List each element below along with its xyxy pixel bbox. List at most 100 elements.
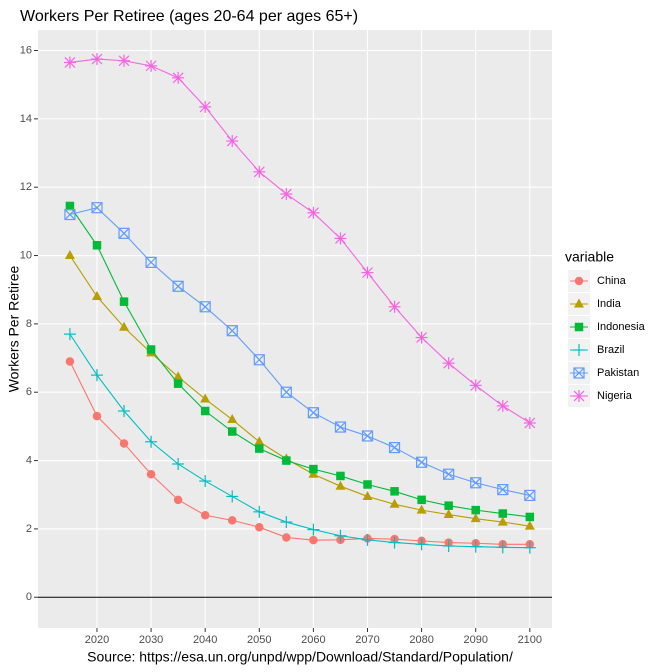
- marker-stroke: [64, 57, 76, 68]
- marker: [442, 357, 455, 370]
- x-tick-label: 2050: [247, 634, 271, 646]
- marker-shape: [388, 441, 401, 454]
- marker: [255, 444, 264, 453]
- marker: [498, 509, 508, 518]
- marker-shape: [307, 407, 319, 419]
- marker: [227, 414, 238, 424]
- marker-shape: [200, 510, 210, 520]
- marker: [90, 53, 103, 66]
- y-tick-label: 14: [20, 113, 32, 125]
- marker: [443, 509, 454, 519]
- marker-shape: [227, 414, 238, 424]
- marker: [334, 421, 347, 433]
- marker-shape: [525, 512, 535, 522]
- marker-shape: [309, 464, 318, 474]
- marker-shape: [416, 456, 428, 468]
- marker: [282, 456, 291, 465]
- marker-stroke: [524, 489, 536, 501]
- marker: [199, 100, 212, 113]
- marker: [469, 379, 482, 392]
- marker-shape: [92, 241, 102, 250]
- marker: [574, 322, 584, 332]
- marker: [525, 512, 535, 522]
- marker-stroke: [416, 332, 428, 343]
- marker-shape: [173, 371, 184, 381]
- marker: [280, 386, 292, 398]
- marker-shape: [119, 297, 129, 306]
- marker: [470, 513, 481, 523]
- marker: [307, 407, 319, 419]
- marker: [334, 529, 347, 542]
- marker-shape: [146, 469, 156, 479]
- y-tick-label: 0: [26, 591, 32, 603]
- marker-shape: [471, 505, 480, 515]
- marker: [65, 357, 75, 366]
- marker-shape: [470, 513, 481, 523]
- marker: [282, 533, 291, 542]
- marker-shape: [416, 504, 427, 514]
- marker-stroke: [172, 72, 184, 84]
- marker: [119, 321, 130, 331]
- marker: [307, 206, 320, 219]
- y-tick-label: 2: [26, 523, 32, 535]
- marker: [307, 523, 320, 536]
- marker: [91, 202, 103, 214]
- legend-label: Indonesia: [597, 321, 646, 333]
- marker-shape: [498, 509, 508, 518]
- marker-stroke: [573, 367, 585, 379]
- marker: [361, 533, 374, 546]
- marker: [523, 541, 536, 554]
- x-tick-label: 2040: [193, 634, 217, 646]
- marker-shape: [574, 322, 584, 332]
- marker-stroke: [524, 417, 536, 429]
- marker: [253, 354, 265, 366]
- marker-shape: [390, 487, 399, 496]
- marker: [255, 522, 264, 532]
- marker-shape: [309, 535, 318, 545]
- marker: [253, 505, 266, 518]
- marker-shape: [361, 430, 374, 442]
- marker: [146, 345, 156, 354]
- marker-shape: [173, 495, 183, 505]
- marker: [280, 188, 293, 201]
- marker-shape: [64, 250, 75, 260]
- legend-label: Pakistan: [597, 367, 639, 379]
- marker-shape: [443, 509, 454, 519]
- marker: [227, 516, 237, 525]
- marker: [118, 54, 131, 67]
- marker-stroke: [280, 188, 292, 200]
- marker: [497, 484, 509, 496]
- marker-shape: [574, 276, 584, 286]
- x-tick-label: 2020: [85, 634, 109, 646]
- marker-shape: [92, 411, 102, 421]
- marker: [119, 297, 129, 306]
- marker: [496, 399, 509, 412]
- marker-stroke: [226, 325, 238, 337]
- marker: [64, 208, 76, 221]
- marker: [145, 435, 158, 448]
- marker-stroke: [253, 354, 265, 366]
- marker: [280, 516, 293, 529]
- marker: [253, 165, 266, 178]
- marker-stroke: [416, 456, 428, 468]
- marker-shape: [282, 533, 291, 542]
- marker: [335, 480, 346, 490]
- marker-stroke: [145, 256, 157, 268]
- legend-title: variable: [565, 249, 614, 265]
- marker-stroke: [335, 233, 346, 244]
- marker-stroke: [307, 407, 319, 419]
- marker: [63, 56, 76, 69]
- marker-stroke: [443, 468, 455, 480]
- marker-stroke: [199, 101, 211, 113]
- marker-stroke: [280, 386, 292, 398]
- marker: [92, 411, 102, 421]
- marker: [172, 280, 184, 292]
- marker-shape: [362, 490, 373, 500]
- marker-shape: [200, 406, 210, 416]
- series-line: [69, 361, 530, 545]
- marker: [90, 369, 103, 382]
- series-line: [69, 255, 530, 527]
- marker-shape: [226, 325, 238, 337]
- marker: [63, 328, 76, 341]
- marker: [334, 232, 347, 245]
